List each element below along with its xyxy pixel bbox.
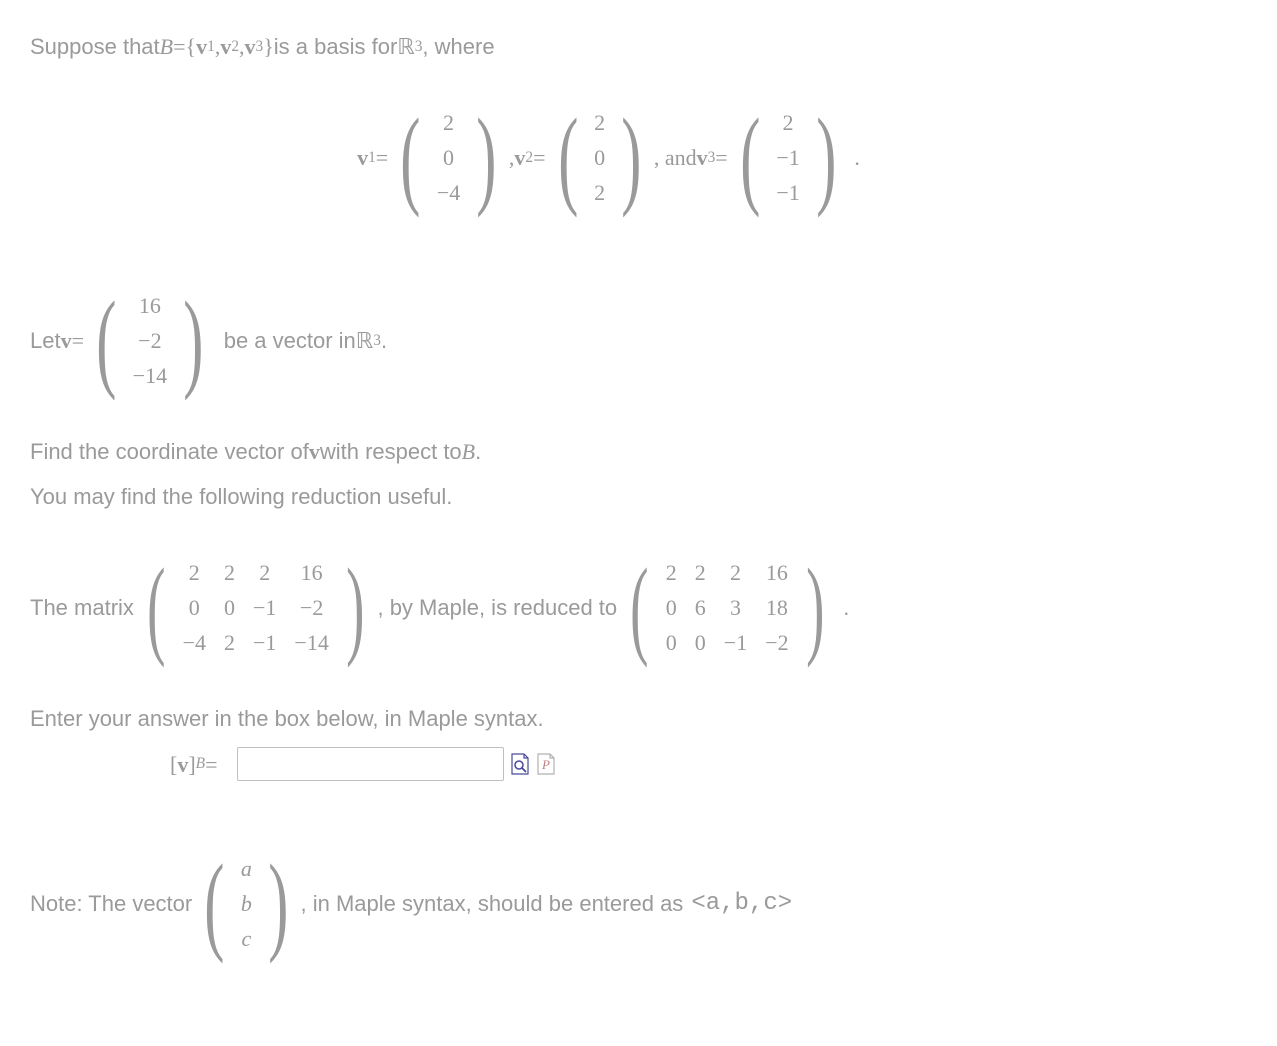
real-R: ℝ [397, 30, 414, 63]
v2: v [220, 30, 231, 63]
preview-icon[interactable] [510, 752, 530, 776]
basis-vectors-display: v1 = ( 2 0 −4 ) , v2 = ( 2 0 2 ) , and v… [30, 75, 1187, 240]
vector-v: ( 16 −2 −14 ) [88, 258, 212, 423]
find-instruction: Find the coordinate vector of v with res… [30, 435, 1187, 468]
v1: v [196, 30, 207, 63]
svg-text:P: P [542, 757, 551, 772]
v3: v [245, 30, 256, 63]
maple-syntax-note: Note: The vector ( a b c ) , in Maple sy… [30, 821, 1187, 986]
rbracket: ] [188, 748, 195, 781]
text: is a basis for [274, 30, 398, 63]
text: Suppose that [30, 30, 160, 63]
vector-v1: ( 2 0 −4 ) [392, 75, 505, 240]
rbrace: } [263, 30, 274, 63]
matrix-reduced: ( 222160631800−1−2 ) [621, 525, 833, 690]
text: , where [422, 30, 494, 63]
var-B: B [160, 30, 173, 63]
vector-v2: ( 2 0 2 ) [550, 75, 650, 240]
matrix-original: ( 2221600−1−2−42−1−14 ) [138, 525, 374, 690]
lbracket: [ [170, 748, 177, 781]
answer-input[interactable] [237, 747, 504, 781]
hint-line: You may find the following reduction use… [30, 480, 1187, 513]
lbrace: { [186, 30, 197, 63]
plot-icon[interactable]: P [536, 752, 556, 776]
problem-statement-line1: Suppose that B = { v1, v2, v3 } is a bas… [30, 30, 1187, 63]
let-v-line: Let v = ( 16 −2 −14 ) be a vector in ℝ3 … [30, 258, 1187, 423]
vector-abc: ( a b c ) [196, 821, 296, 986]
enter-answer-instruction: Enter your answer in the box below, in M… [30, 702, 1187, 735]
answer-input-row: [ v ]B = P [170, 747, 1187, 781]
vector-v3: ( 2 −1 −1 ) [732, 75, 845, 240]
equals: = [173, 30, 185, 63]
matrix-reduction-line: The matrix ( 2221600−1−2−42−1−14 ) , by … [30, 525, 1187, 690]
maple-code-example: <a,b,c> [691, 886, 792, 922]
